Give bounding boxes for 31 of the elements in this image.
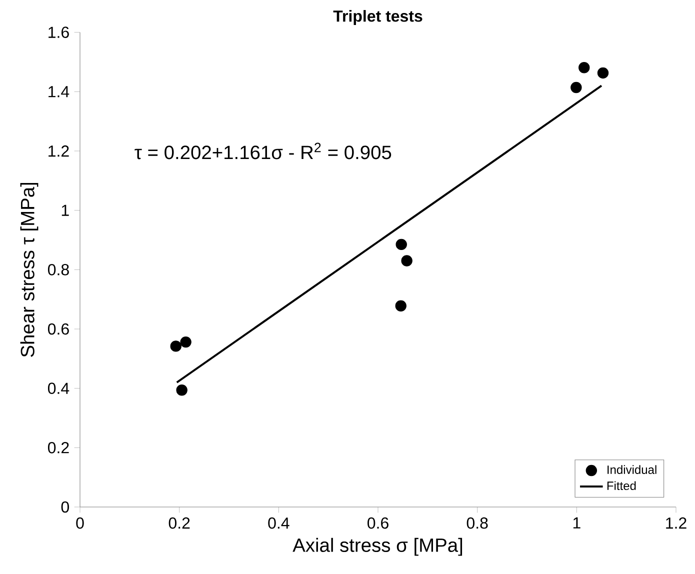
point xyxy=(401,255,412,266)
point xyxy=(176,384,188,396)
y-tick-label: 1.4 xyxy=(48,86,70,98)
y-tick-label: 0.4 xyxy=(48,382,70,394)
x-axis-title: Axial stress σ [MPa] xyxy=(292,538,462,556)
y-tick-label: 0.2 xyxy=(48,442,69,454)
y-tick-label: 1 xyxy=(62,204,69,216)
legend-label: Fitted xyxy=(607,481,636,490)
y-tick-label: 0 xyxy=(61,501,69,513)
point xyxy=(395,300,406,312)
point xyxy=(170,340,182,352)
y-axis-title: Shear stress τ [MPa] xyxy=(20,182,38,357)
point xyxy=(578,62,590,74)
x-tick-label: 0.8 xyxy=(466,517,488,529)
x-tick-label: 0.2 xyxy=(168,517,190,529)
y-tick-label: 0.8 xyxy=(48,264,69,276)
x-tick-label: 1 xyxy=(573,517,580,528)
x-tick-label: 0.6 xyxy=(368,517,388,529)
x-tick-label: 1.2 xyxy=(666,517,686,529)
point xyxy=(570,82,582,94)
chart-title: Triplet tests xyxy=(333,10,422,25)
y-tick-label: 1.6 xyxy=(48,26,69,38)
point xyxy=(597,67,609,79)
x-tick-label: 0 xyxy=(76,517,84,529)
y-tick-label: 1.2 xyxy=(48,145,69,157)
point xyxy=(180,336,192,348)
legend-label: Individual xyxy=(608,465,656,474)
point xyxy=(396,238,407,250)
y-tick-label: 0.6 xyxy=(48,323,69,335)
x-tick-label: 0.4 xyxy=(268,517,290,529)
annotation: τ = 0.202+1.161σ - R$^{2}$ = 0.905 xyxy=(134,142,392,160)
